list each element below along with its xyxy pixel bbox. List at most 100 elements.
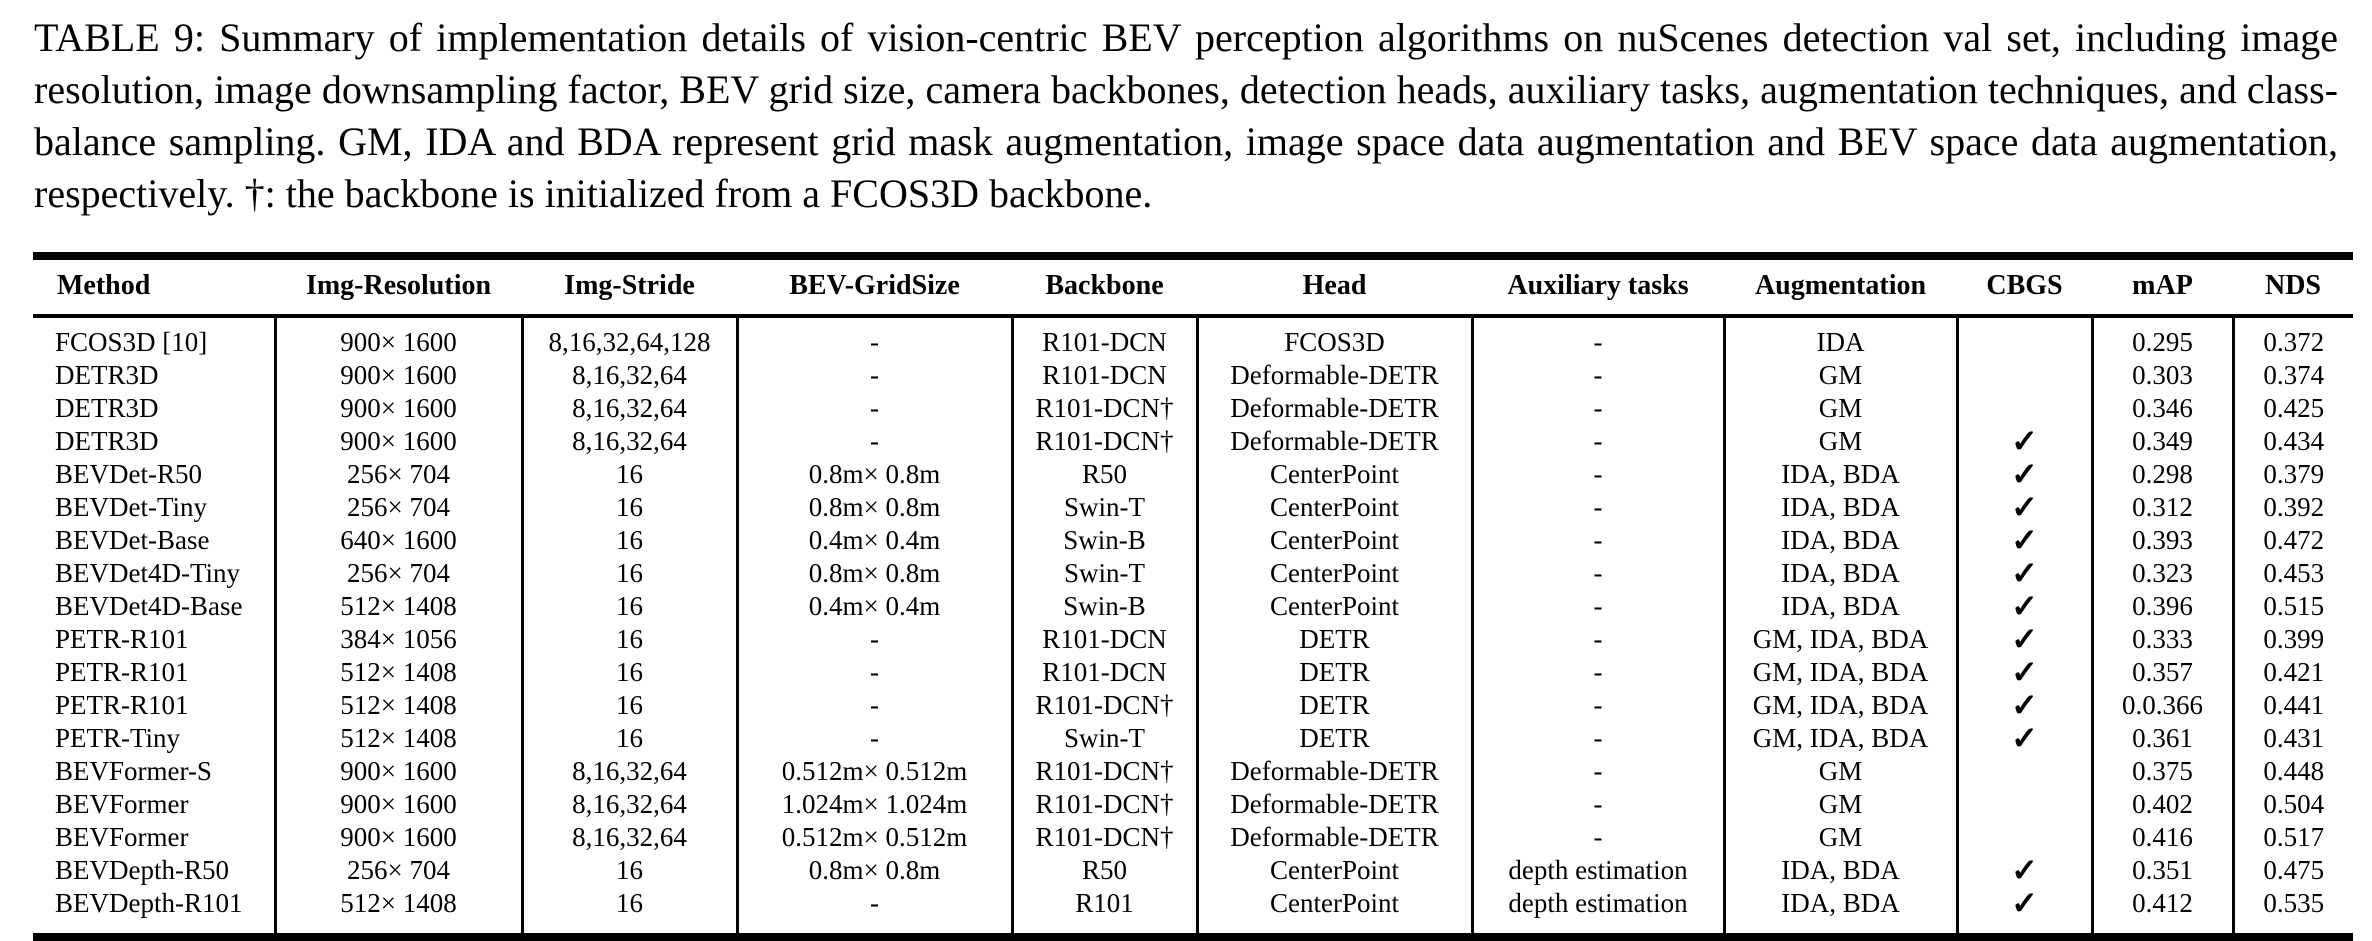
img-resolution-cell: 900× 1600	[273, 316, 522, 359]
map-cell: 0.295	[2090, 316, 2233, 359]
nds-cell: 0.504	[2231, 788, 2353, 821]
bev-gridsize-cell: -	[735, 689, 1012, 722]
map-cell: 0.393	[2090, 524, 2233, 557]
img-resolution-cell: 256× 704	[273, 557, 522, 590]
backbone-cell: R50	[1010, 458, 1197, 491]
auxiliary-tasks-cell: -	[1470, 788, 1724, 821]
column-header-img-stride: Img-Stride	[522, 256, 737, 318]
img-resolution-cell: 900× 1600	[273, 392, 522, 425]
nds-cell: 0.448	[2231, 755, 2353, 788]
map-cell: 0.346	[2090, 392, 2233, 425]
img-resolution-cell: 512× 1408	[273, 656, 522, 689]
column-header-head: Head	[1197, 256, 1472, 318]
img-stride-cell: 8,16,32,64	[520, 359, 737, 392]
head-cell: Deformable-DETR	[1195, 425, 1472, 458]
bev-gridsize-cell: -	[735, 623, 1012, 656]
bev-gridsize-cell: 0.8m× 0.8m	[735, 491, 1012, 524]
head-cell: Deformable-DETR	[1195, 359, 1472, 392]
img-stride-cell: 16	[520, 854, 737, 887]
bev-gridsize-cell: 0.4m× 0.4m	[735, 590, 1012, 623]
cbgs-cell	[1955, 316, 2092, 359]
img-stride-cell: 8,16,32,64	[520, 821, 737, 854]
cbgs-checkmark: ✓	[1955, 458, 2092, 491]
img-resolution-cell: 900× 1600	[273, 755, 522, 788]
img-stride-cell: 16	[520, 689, 737, 722]
auxiliary-tasks-cell: -	[1470, 316, 1724, 359]
backbone-cell: R101-DCN	[1010, 359, 1197, 392]
img-resolution-cell: 512× 1408	[273, 722, 522, 755]
bev-gridsize-cell: 0.8m× 0.8m	[735, 458, 1012, 491]
cbgs-checkmark: ✓	[1955, 722, 2092, 755]
nds-cell: 0.421	[2231, 656, 2353, 689]
head-cell: CenterPoint	[1195, 491, 1472, 524]
nds-cell: 0.535	[2231, 887, 2353, 937]
head-cell: DETR	[1195, 689, 1472, 722]
map-cell: 0.361	[2090, 722, 2233, 755]
auxiliary-tasks-cell: -	[1470, 755, 1724, 788]
method-cell: DETR3D	[55, 426, 159, 456]
method-cell: PETR-R101	[55, 624, 189, 654]
column-header-map: mAP	[2092, 256, 2233, 318]
implementation-details-table: Method Img-Resolution Img-Stride BEV-GridSi…	[33, 252, 2353, 941]
method-cell: BEVDet-Tiny	[55, 492, 208, 522]
nds-cell: 0.515	[2231, 590, 2353, 623]
augmentation-cell: GM	[1722, 821, 1957, 854]
method-cell: BEVDepth-R50	[55, 855, 229, 885]
cbgs-checkmark: ✓	[1955, 656, 2092, 689]
nds-cell: 0.399	[2231, 623, 2353, 656]
method-cell: BEVFormer	[55, 822, 189, 852]
table-row: DETR3D 900× 1600 8,16,32,64- R101-DCN Deform…	[33, 359, 2353, 392]
img-stride-cell: 16	[520, 491, 737, 524]
method-cell: BEVDet4D-Tiny	[55, 558, 241, 588]
head-cell: CenterPoint	[1195, 524, 1472, 557]
backbone-cell: R101-DCN†	[1010, 755, 1197, 788]
table-row: PETR-Tiny 512× 1408 16- Swin-T DETR - GM, IDA,…	[33, 722, 2353, 755]
head-cell: Deformable-DETR	[1195, 392, 1472, 425]
bev-gridsize-cell: -	[735, 316, 1012, 359]
backbone-cell: R101	[1010, 887, 1197, 937]
backbone-cell: R101-DCN†	[1010, 788, 1197, 821]
auxiliary-tasks-cell: -	[1470, 821, 1724, 854]
column-header-cbgs: CBGS	[1957, 256, 2092, 318]
augmentation-cell: IDA, BDA	[1722, 491, 1957, 524]
auxiliary-tasks-cell: -	[1470, 557, 1724, 590]
backbone-cell: R101-DCN†	[1010, 425, 1197, 458]
column-header-augmentation: Augmentation	[1724, 256, 1957, 318]
nds-cell: 0.441	[2231, 689, 2353, 722]
map-cell: 0.402	[2090, 788, 2233, 821]
img-resolution-cell: 512× 1408	[273, 590, 522, 623]
map-cell: 0.396	[2090, 590, 2233, 623]
map-cell: 0.298	[2090, 458, 2233, 491]
map-cell: 0.412	[2090, 887, 2233, 937]
auxiliary-tasks-cell: depth estimation	[1470, 887, 1724, 937]
method-cell: DETR3D	[55, 360, 159, 390]
map-cell: 0.323	[2090, 557, 2233, 590]
nds-cell: 0.374	[2231, 359, 2353, 392]
column-header-backbone: Backbone	[1012, 256, 1197, 318]
head-cell: CenterPoint	[1195, 854, 1472, 887]
table-row: BEVDet-R50 256× 704 16 0.8m× 0.8m R50 CenterP…	[33, 458, 2353, 491]
column-header-bev-gridsize: BEV-GridSize	[737, 256, 1012, 318]
bev-gridsize-cell: -	[735, 359, 1012, 392]
table-row: FCOS3D [10] 900× 1600 8,16,32,64,128- R101-…	[33, 316, 2353, 359]
cbgs-checkmark: ✓	[1955, 425, 2092, 458]
bev-gridsize-cell: -	[735, 425, 1012, 458]
head-cell: CenterPoint	[1195, 557, 1472, 590]
img-resolution-cell: 900× 1600	[273, 788, 522, 821]
table-row: DETR3D 900× 1600 8,16,32,64- R101-DCN† Defor…	[33, 425, 2353, 458]
nds-cell: 0.425	[2231, 392, 2353, 425]
backbone-cell: Swin-B	[1010, 524, 1197, 557]
column-header-img-resolution: Img-Resolution	[275, 256, 522, 318]
cbgs-checkmark: ✓	[1955, 557, 2092, 590]
header-row: Method Img-Resolution Img-Stride BEV-GridSi…	[33, 256, 2353, 318]
augmentation-cell: IDA, BDA	[1722, 524, 1957, 557]
head-cell: DETR	[1195, 656, 1472, 689]
table-body: FCOS3D [10] 900× 1600 8,16,32,64,128- R101-…	[33, 316, 2353, 937]
cbgs-cell	[1955, 755, 2092, 788]
augmentation-cell: IDA, BDA	[1722, 887, 1957, 937]
method-cell: BEVDepth-R101	[55, 888, 243, 918]
img-stride-cell: 16	[520, 458, 737, 491]
table-row: PETR-R101 512× 1408 16- R101-DCN DETR - GM, ID…	[33, 656, 2353, 689]
backbone-cell: R101-DCN†	[1010, 392, 1197, 425]
head-cell: Deformable-DETR	[1195, 788, 1472, 821]
